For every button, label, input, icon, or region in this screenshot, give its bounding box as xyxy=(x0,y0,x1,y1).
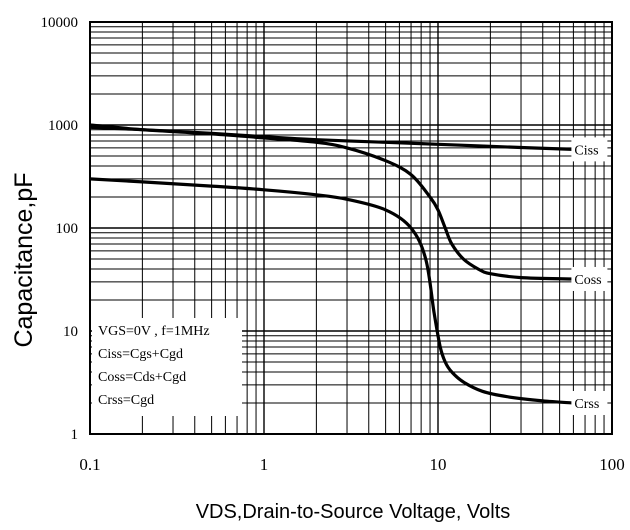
series-labels: Ciss Coss Crss xyxy=(571,137,608,415)
series-label-bg xyxy=(571,266,608,291)
y-tick-label: 10 xyxy=(63,324,78,340)
legend-line: Ciss=Cgs+Cgd xyxy=(98,347,183,362)
series-label-ciss: Ciss xyxy=(574,143,598,158)
y-tick-label: 10000 xyxy=(41,15,79,31)
curves xyxy=(89,123,574,405)
y-axis-label: Capacitance,pF xyxy=(10,172,38,347)
x-tick-label: 0.1 xyxy=(79,455,100,474)
legend-line: Crss=Cgd xyxy=(98,393,154,408)
x-tick-label: 10 xyxy=(430,455,447,474)
legend-background xyxy=(92,318,242,416)
plot-frame xyxy=(89,21,613,435)
series-label-crss: Crss xyxy=(574,397,599,412)
series-line-coss xyxy=(89,123,574,281)
series-label-bg xyxy=(571,390,608,415)
legend-box: VGS=0V , f=1MHz Ciss=Cgs+Cgd Coss=Cds+Cgd C… xyxy=(92,318,242,416)
series-label-bg xyxy=(571,137,608,162)
legend-line: Coss=Cds+Cgd xyxy=(98,370,186,385)
x-tick-label: 100 xyxy=(599,455,625,474)
legend-line: VGS=0V , f=1MHz xyxy=(98,324,210,339)
series-label-coss: Coss xyxy=(574,273,601,288)
series-line-crss xyxy=(89,177,574,405)
x-tick-label: 1 xyxy=(260,455,269,474)
y-tick-label: 1 xyxy=(71,427,79,443)
x-axis-label: VDS,Drain-to-Source Voltage, Volts xyxy=(196,501,511,523)
y-tick-label: 100 xyxy=(56,221,79,237)
grid xyxy=(89,22,612,435)
y-tick-label: 1000 xyxy=(48,118,78,134)
